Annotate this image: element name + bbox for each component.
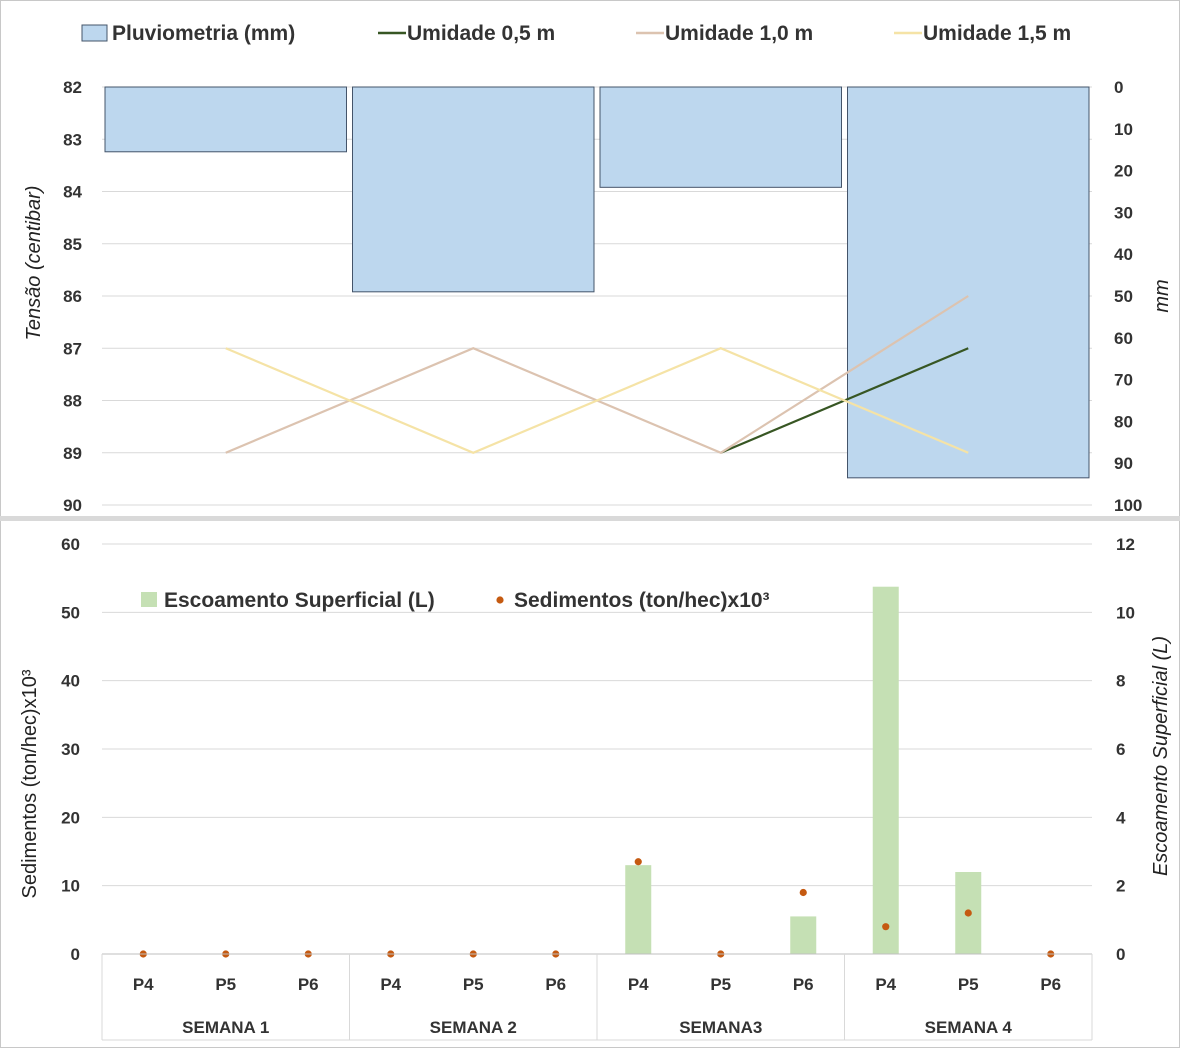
legend-label: Escoamento Superficial (L): [164, 589, 435, 612]
escoamento-bar: [625, 865, 652, 954]
bottom-right-tick-label: 4: [1116, 808, 1126, 827]
top-left-tick-label: 83: [63, 130, 82, 149]
bottom-right-axis-title: Escoamento Superficial (L): [1150, 636, 1172, 876]
group-label: SEMANA 4: [925, 1018, 1013, 1037]
category-label: P5: [710, 975, 731, 994]
category-label: P5: [958, 975, 979, 994]
top-right-tick-label: 40: [1114, 245, 1133, 264]
sedimentos-point: [882, 923, 890, 931]
top-right-tick-label: 90: [1114, 454, 1133, 473]
category-label: P4: [133, 975, 154, 994]
legend-label: Umidade 1,0 m: [665, 22, 813, 45]
bottom-right-tick-label: 6: [1116, 740, 1125, 759]
pluviometria-bar: [352, 86, 595, 293]
pluviometria-bar: [847, 86, 1090, 479]
top-right-tick-label: 10: [1114, 120, 1133, 139]
group-label: SEMANA 1: [182, 1018, 269, 1037]
bottom-left-tick-label: 50: [61, 603, 80, 622]
bottom-left-tick-label: 20: [61, 808, 80, 827]
bottom-right-tick-label: 12: [1116, 535, 1135, 554]
bottom-left-tick-label: 40: [61, 672, 80, 691]
bottom-right-tick-label: 10: [1116, 603, 1135, 622]
top-left-tick-label: 88: [63, 392, 82, 411]
legend-label: Sedimentos (ton/hec)x10³: [514, 589, 770, 612]
top-right-tick-label: 0: [1114, 78, 1123, 97]
top-left-tick-label: 85: [63, 235, 82, 254]
pluviometria-bar: [599, 86, 842, 188]
bottom-left-axis-title: Sedimentos (ton/hec)x10³: [19, 669, 41, 898]
legend-label: Umidade 1,5 m: [923, 22, 1071, 45]
top-right-tick-label: 100: [1114, 496, 1142, 515]
category-label: P6: [298, 975, 319, 994]
bottom-right-tick-label: 2: [1116, 877, 1125, 896]
sedimentos-point: [799, 888, 807, 897]
top-left-axis-title: Tensão (centibar): [23, 186, 45, 341]
escoamento-bar: [872, 586, 899, 954]
category-label: P6: [545, 975, 566, 994]
top-right-tick-label: 20: [1114, 162, 1133, 181]
top-left-tick-label: 87: [63, 339, 82, 358]
legend-swatch-sedimentos: [496, 596, 504, 604]
bottom-left-tick-label: 10: [61, 877, 80, 896]
category-label: P4: [380, 975, 401, 994]
panel-divider: [0, 516, 1180, 521]
top-chart: 82 83 84 85 86 87 88 89 90 0 10 20 30 40 50 60 70 80 90 100…: [23, 22, 1173, 515]
top-left-tick-label: 82: [63, 78, 82, 97]
top-left-tick-label: 84: [63, 183, 82, 202]
category-label: P5: [463, 975, 484, 994]
bottom-left-tick-label: 30: [61, 740, 80, 759]
top-right-axis-title: mm: [1151, 279, 1173, 312]
sedimentos-point: [964, 909, 972, 917]
bottom-left-tick-label: 60: [61, 535, 80, 554]
group-label: SEMANA3: [679, 1018, 762, 1037]
umidade-line-3: [225, 347, 969, 454]
bottom-left-tick-label: 0: [71, 945, 80, 964]
category-label: P6: [793, 975, 814, 994]
top-right-tick-label: 60: [1114, 329, 1133, 348]
pluviometria-bar: [104, 86, 347, 153]
top-left-tick-label: 86: [63, 287, 82, 306]
top-right-tick-label: 70: [1114, 371, 1133, 390]
sedimentos-point: [634, 858, 642, 866]
bottom-right-tick-label: 8: [1116, 672, 1125, 691]
category-label: P4: [875, 975, 896, 994]
group-label: SEMANA 2: [430, 1018, 517, 1037]
legend-swatch-escoamento: [141, 592, 157, 607]
legend-label: Pluviometria (mm): [112, 22, 295, 45]
category-label: P5: [215, 975, 236, 994]
top-right-tick-label: 50: [1114, 287, 1133, 306]
category-label: P4: [628, 975, 649, 994]
escoamento-bar: [790, 916, 817, 954]
legend-label: Umidade 0,5 m: [407, 22, 555, 45]
bottom-chart: 0 10 20 30 40 50 60 0 2 4 6 8 10 12 Sedimentos (ton/he…: [19, 535, 1172, 1041]
bottom-right-tick-label: 0: [1116, 945, 1125, 964]
top-left-tick-label: 89: [63, 444, 82, 463]
top-left-tick-label: 90: [63, 496, 82, 515]
category-label: P6: [1040, 975, 1061, 994]
top-right-tick-label: 30: [1114, 203, 1133, 222]
top-right-tick-label: 80: [1114, 412, 1133, 431]
legend-swatch-pluviometria: [81, 24, 108, 42]
